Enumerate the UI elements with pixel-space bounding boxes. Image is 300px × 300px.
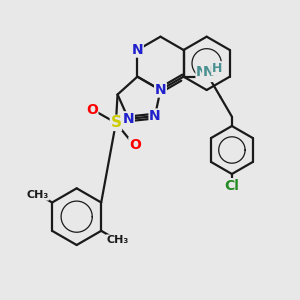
Text: N: N	[196, 65, 208, 79]
Text: N: N	[203, 65, 214, 79]
Text: H: H	[212, 62, 222, 75]
Text: N: N	[149, 109, 161, 123]
Text: O: O	[86, 103, 98, 116]
Text: N: N	[155, 83, 166, 97]
Text: CH₃: CH₃	[106, 235, 129, 245]
Text: N: N	[123, 112, 134, 126]
Text: O: O	[129, 137, 141, 152]
Text: S: S	[110, 115, 122, 130]
Text: N: N	[132, 43, 143, 57]
Text: CH₃: CH₃	[26, 190, 49, 200]
Text: Cl: Cl	[224, 179, 239, 193]
Text: H: H	[205, 68, 215, 82]
